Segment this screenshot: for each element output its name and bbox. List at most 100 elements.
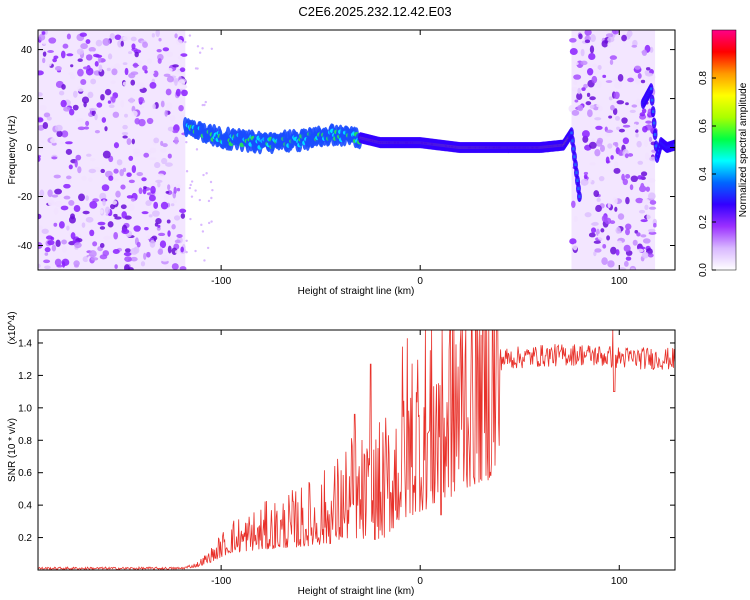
noise-blob bbox=[569, 37, 577, 43]
signal-ridge-core bbox=[576, 179, 579, 183]
noise-blob bbox=[144, 226, 149, 231]
noise-blob bbox=[571, 200, 576, 208]
noise-blob bbox=[179, 208, 187, 214]
spectrogram-x-tick-label: -100 bbox=[211, 276, 231, 287]
noise-blob bbox=[572, 243, 578, 251]
noise-blob bbox=[149, 182, 158, 188]
noise-blob bbox=[74, 159, 78, 168]
noise-blob bbox=[616, 240, 623, 249]
noise-blob bbox=[165, 102, 173, 110]
noise-blob bbox=[82, 210, 90, 215]
noise-speck bbox=[195, 148, 199, 151]
noise-blob bbox=[130, 79, 136, 86]
noise-blob bbox=[609, 59, 614, 65]
noise-speck bbox=[201, 230, 205, 233]
noise-blob bbox=[613, 167, 621, 174]
noise-blob bbox=[114, 264, 118, 269]
noise-blob bbox=[647, 192, 656, 200]
noise-blob bbox=[138, 187, 143, 195]
noise-blob bbox=[61, 258, 70, 266]
noise-blob bbox=[131, 165, 137, 174]
noise-blob bbox=[150, 185, 156, 194]
noise-blob bbox=[635, 197, 644, 204]
noise-blob bbox=[53, 174, 61, 179]
noise-blob bbox=[577, 104, 584, 112]
noise-blob bbox=[85, 120, 90, 127]
noise-blob bbox=[617, 149, 625, 156]
noise-blob bbox=[602, 74, 607, 78]
noise-blob bbox=[614, 141, 619, 148]
snr-x-axis-label: Height of straight line (km) bbox=[298, 586, 415, 597]
noise-speck bbox=[194, 67, 198, 70]
noise-blob bbox=[61, 246, 67, 253]
noise-blob bbox=[607, 202, 611, 209]
noise-speck bbox=[185, 239, 188, 242]
noise-blob bbox=[126, 195, 133, 199]
noise-blob bbox=[624, 260, 629, 267]
noise-blob bbox=[607, 36, 615, 43]
noise-blob bbox=[163, 73, 171, 78]
noise-blob bbox=[120, 99, 125, 108]
noise-blob bbox=[163, 194, 170, 201]
noise-blob bbox=[98, 64, 103, 73]
noise-blob bbox=[96, 102, 103, 108]
noise-blob bbox=[126, 138, 132, 146]
noise-blob bbox=[45, 59, 52, 67]
noise-blob bbox=[640, 79, 646, 84]
noise-blob bbox=[86, 153, 92, 157]
spectrogram-panel: -100 0 100 -40 -20 0 20 40 Height of straight l… bbox=[7, 29, 676, 297]
noise-blob bbox=[97, 221, 106, 226]
noise-blob bbox=[641, 49, 648, 56]
noise-speck bbox=[189, 217, 192, 221]
noise-blob bbox=[124, 248, 131, 253]
noise-blob bbox=[122, 124, 128, 130]
noise-blob bbox=[596, 103, 600, 107]
noise-blob bbox=[121, 228, 130, 235]
noise-blob bbox=[643, 139, 649, 148]
noise-blob bbox=[88, 177, 93, 182]
noise-blob bbox=[583, 171, 589, 175]
snr-plot-area bbox=[38, 330, 675, 570]
noise-blob bbox=[122, 35, 131, 41]
noise-blob bbox=[610, 104, 615, 111]
noise-blob bbox=[39, 104, 47, 111]
noise-blob bbox=[107, 100, 112, 104]
noise-blob bbox=[59, 141, 65, 145]
noise-blob bbox=[44, 265, 51, 270]
noise-blob bbox=[155, 217, 162, 225]
snr-ticks: -100 0 100 0.2 0.4 0.6 0.8 1.0 1.2 1.4 bbox=[18, 330, 675, 587]
snr-line bbox=[38, 330, 675, 570]
noise-blob bbox=[595, 204, 602, 213]
noise-blob bbox=[648, 206, 657, 210]
noise-blob bbox=[178, 79, 186, 87]
signal-ridge-core bbox=[652, 121, 656, 125]
noise-blob bbox=[46, 116, 52, 121]
noise-blob bbox=[586, 92, 591, 98]
noise-speck bbox=[201, 103, 204, 107]
noise-blob bbox=[111, 200, 118, 205]
noise-blob bbox=[583, 174, 588, 180]
spectrogram-y-tick-label: 20 bbox=[21, 94, 33, 105]
noise-blob bbox=[68, 164, 73, 170]
noise-blob bbox=[138, 97, 145, 102]
noise-blob bbox=[128, 51, 133, 55]
noise-blob bbox=[146, 117, 154, 125]
noise-blob bbox=[88, 107, 97, 112]
noise-blob bbox=[647, 253, 654, 258]
signal-ridge-core bbox=[577, 187, 580, 190]
noise-blob bbox=[109, 33, 116, 40]
noise-blob bbox=[587, 178, 592, 183]
noise-blob bbox=[182, 84, 188, 89]
noise-blob bbox=[54, 124, 63, 132]
noise-blob bbox=[649, 200, 657, 205]
snr-y-axis-label: SNR (10 * v/v) bbox=[7, 418, 18, 482]
noise-blob bbox=[60, 50, 66, 59]
noise-blob bbox=[593, 240, 601, 244]
noise-blob bbox=[146, 251, 151, 258]
noise-blob bbox=[148, 194, 156, 202]
noise-blob bbox=[160, 201, 169, 210]
noise-blob bbox=[589, 104, 595, 109]
snr-x-tick-label: 0 bbox=[417, 576, 423, 587]
noise-blob bbox=[158, 232, 166, 237]
